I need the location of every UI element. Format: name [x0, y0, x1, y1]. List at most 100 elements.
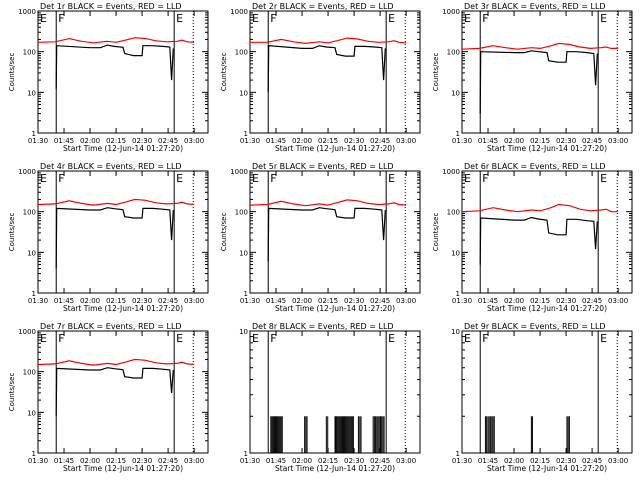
x-axis-label: Start Time (12-Jun-14 01:27:20)	[487, 304, 607, 313]
y-tick-label: 10	[451, 328, 460, 336]
series-line	[267, 207, 386, 262]
x-tick-label: 02:30	[556, 297, 576, 305]
series-line	[267, 45, 386, 93]
time-marker-label: F	[270, 12, 276, 25]
x-tick-label: 02:45	[582, 137, 602, 145]
x-tick-label: 01:30	[452, 137, 472, 145]
plot-frame	[249, 10, 421, 134]
time-marker-label: E	[252, 172, 259, 185]
plot-frame	[249, 170, 421, 294]
time-marker-label: E	[252, 332, 259, 345]
chart-det-3: Det 3r BLACK = Events, RED = LLD 1 10 100 10…	[432, 2, 633, 153]
x-tick-label: 02:45	[582, 457, 602, 465]
time-marker-label: F	[482, 332, 488, 345]
chart-det-8: Det 8r BLACK = Events, RED = LLD 1 10 01:30…	[239, 322, 421, 473]
y-tick-label: 10	[27, 409, 36, 417]
x-axis-label: Start Time (12-Jun-14 01:27:20)	[487, 464, 607, 473]
x-axis-label: Start Time (12-Jun-14 01:27:20)	[487, 144, 607, 153]
x-tick-label: 02:30	[132, 297, 152, 305]
chart-title: Det 1r BLACK = Events, RED = LLD	[40, 2, 182, 11]
time-marker-label: E	[176, 332, 183, 345]
chart-det-7: Det 7r BLACK = Events, RED = LLD 1 10 100 10…	[8, 322, 209, 473]
x-tick-label: 01:30	[240, 137, 260, 145]
x-tick-label: 01:45	[54, 297, 74, 305]
x-tick-label: 01:30	[240, 457, 260, 465]
y-tick-label: 10	[27, 249, 36, 257]
time-marker-label: E	[40, 172, 47, 185]
y-tick-label: 1	[244, 130, 248, 138]
x-tick-label: 01:45	[266, 457, 286, 465]
time-marker-label: F	[58, 172, 64, 185]
x-tick-label: 02:30	[344, 297, 364, 305]
x-tick-label: 02:15	[530, 137, 550, 145]
x-tick-label: 02:00	[504, 457, 524, 465]
y-tick-label: 100	[235, 49, 248, 57]
x-tick-label: 01:30	[28, 457, 48, 465]
x-tick-label: 01:30	[452, 457, 472, 465]
x-tick-label: 02:45	[370, 457, 390, 465]
x-tick-label: 02:00	[80, 137, 100, 145]
x-tick-label: 02:00	[504, 297, 524, 305]
time-marker-label: F	[270, 332, 276, 345]
x-tick-label: 02:00	[80, 457, 100, 465]
chart-title: Det 4r BLACK = Events, RED = LLD	[40, 162, 182, 171]
x-tick-label: 02:00	[504, 137, 524, 145]
x-tick-label: 03:00	[396, 457, 416, 465]
x-tick-label: 01:45	[54, 457, 74, 465]
x-tick-label: 02:45	[582, 297, 602, 305]
x-axis-label: Start Time (12-Jun-14 01:27:20)	[275, 464, 395, 473]
x-tick-label: 03:00	[184, 457, 204, 465]
y-tick-label: 10	[27, 89, 36, 97]
x-tick-label: 02:45	[158, 297, 178, 305]
time-marker-label: E	[600, 332, 607, 345]
chart-title: Det 2r BLACK = Events, RED = LLD	[252, 2, 394, 11]
plot-frame	[461, 170, 633, 294]
time-marker-label: F	[58, 12, 64, 25]
x-tick-label: 03:00	[396, 297, 416, 305]
y-tick-label: 1000	[442, 168, 460, 176]
time-marker-label: E	[464, 12, 471, 25]
x-tick-label: 02:15	[530, 457, 550, 465]
y-tick-label: 100	[447, 49, 460, 57]
x-tick-label: 02:45	[370, 137, 390, 145]
x-tick-label: 03:00	[608, 457, 628, 465]
x-tick-label: 02:45	[370, 297, 390, 305]
chart-det-9: Det 9r BLACK = Events, RED = LLD 1 10 01:30…	[451, 322, 633, 473]
y-tick-label: 1000	[18, 168, 36, 176]
x-tick-label: 01:45	[478, 457, 498, 465]
series-line	[55, 207, 174, 269]
y-tick-label: 10	[451, 249, 460, 257]
y-tick-label: 1000	[442, 8, 460, 16]
x-tick-label: 01:30	[28, 297, 48, 305]
x-tick-label: 01:30	[452, 297, 472, 305]
y-axis-label: Counts/sec	[8, 213, 16, 252]
x-axis-label: Start Time (12-Jun-14 01:27:20)	[275, 304, 395, 313]
x-tick-label: 02:00	[292, 137, 312, 145]
x-tick-label: 02:15	[318, 457, 338, 465]
series-line	[55, 44, 174, 90]
y-axis-label: Counts/sec	[432, 53, 440, 92]
x-tick-label: 03:00	[608, 297, 628, 305]
chart-title: Det 8r BLACK = Events, RED = LLD	[252, 322, 394, 331]
chart-det-6: Det 6r BLACK = Events, RED = LLD 1 10 100 10…	[432, 162, 633, 313]
series-line	[37, 198, 195, 206]
chart-title: Det 7r BLACK = Events, RED = LLD	[40, 322, 182, 331]
series-line	[479, 50, 598, 114]
time-marker-label: F	[58, 332, 64, 345]
y-tick-label: 1	[32, 450, 36, 458]
time-marker-label: E	[176, 172, 183, 185]
x-tick-label: 02:15	[106, 137, 126, 145]
x-axis-label: Start Time (12-Jun-14 01:27:20)	[63, 464, 183, 473]
x-tick-label: 02:30	[132, 457, 152, 465]
chart-det-1: Det 1r BLACK = Events, RED = LLD 1 10 100 10…	[8, 2, 209, 153]
y-tick-label: 100	[23, 369, 36, 377]
time-marker-label: E	[388, 172, 395, 185]
time-marker-label: F	[482, 172, 488, 185]
y-axis-label: Counts/sec	[8, 53, 16, 92]
y-tick-label: 10	[451, 89, 460, 97]
y-tick-label: 1000	[230, 168, 248, 176]
y-tick-label: 100	[23, 49, 36, 57]
x-tick-label: 02:30	[344, 137, 364, 145]
y-tick-label: 1000	[230, 8, 248, 16]
